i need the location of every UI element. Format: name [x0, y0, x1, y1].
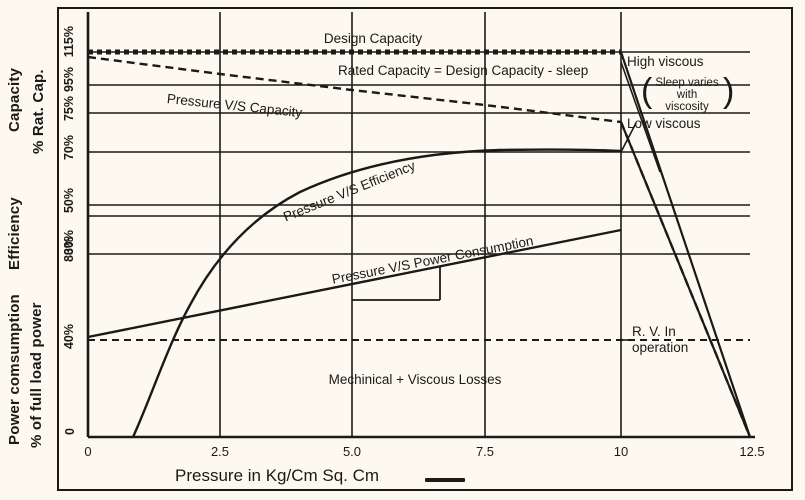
- series-high-viscous: [619, 51, 752, 438]
- annotation-low-viscous: Low viscous: [627, 116, 701, 131]
- x-tick-7p5: 7.5: [475, 444, 495, 459]
- x-tick-12p5: 12.5: [739, 444, 765, 459]
- paren-open: (: [641, 72, 653, 110]
- series-low-viscous: [619, 121, 752, 438]
- annotation-mechanical-losses: Mechinical + Viscous Losses: [328, 372, 502, 387]
- x-tick-5: 5.0: [342, 444, 362, 459]
- x-tick-2p5: 2.5: [210, 444, 230, 459]
- leader-low-viscous: [620, 122, 637, 153]
- x-tick-0: 0: [84, 444, 92, 459]
- series-pressure-vs-efficiency: [131, 148, 622, 438]
- annotation-sleep-varies-3: viscosity: [665, 101, 709, 113]
- annotation-rv-in-2: operation: [632, 340, 689, 355]
- leader-high-viscous: [620, 61, 661, 173]
- series-pressure-vs-power: [87, 228, 622, 339]
- annotation-rv-in-1: R. V. In: [632, 324, 676, 339]
- annotation-sleep-varies-1: Sleep varies: [655, 77, 719, 89]
- annotation-design-capacity: Design Capacity: [323, 31, 423, 46]
- paren-close: ): [723, 72, 735, 110]
- x-axis-title-bar: [425, 478, 465, 482]
- annotation-sleep-varies-2: with: [676, 89, 698, 101]
- outer-frame: [57, 7, 793, 491]
- annotation-high-viscous: High viscous: [627, 54, 704, 69]
- series-rated-capacity: [87, 55, 622, 124]
- x-tick-10: 10: [613, 444, 629, 459]
- x-axis-title: Pressure in Kg/Cm Sq. Cm: [175, 466, 380, 485]
- annotation-rated-capacity: Rated Capacity = Design Capacity - sleep: [338, 63, 589, 78]
